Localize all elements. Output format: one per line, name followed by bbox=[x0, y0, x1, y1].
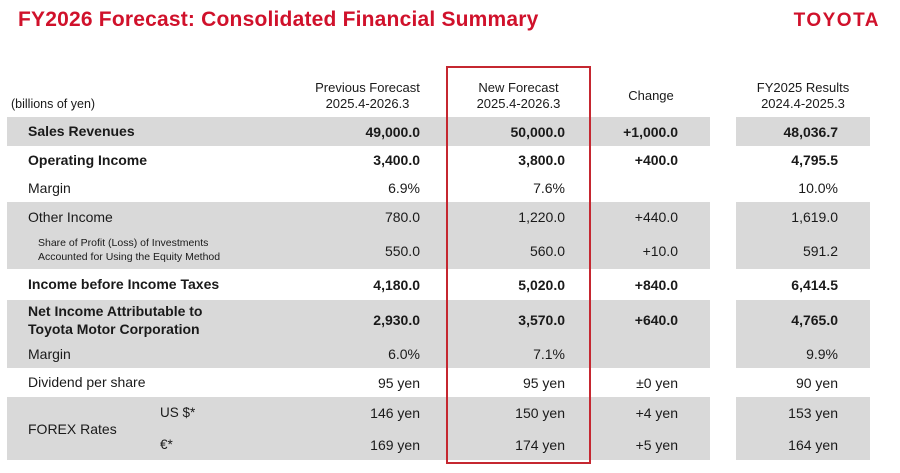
cell-new: 7.1% bbox=[445, 340, 592, 368]
table-row: US $* 146 yen 150 yen +4 yen 153 yen bbox=[7, 397, 870, 429]
table-row: Dividend per share 95 yen 95 yen ±0 yen … bbox=[7, 368, 870, 397]
table-row: Net Income Attributable to Toyota Motor … bbox=[7, 300, 870, 340]
column-gap bbox=[710, 397, 736, 429]
cell-change: +400.0 bbox=[634, 152, 678, 168]
row-label: Operating Income bbox=[28, 151, 148, 168]
cell-new: 150 yen bbox=[445, 397, 592, 429]
cell-previous: 3,400.0 bbox=[373, 152, 420, 168]
cell-change: +1,000.0 bbox=[592, 117, 710, 146]
table-row: Share of Profit (Loss) of Investments Ac… bbox=[7, 232, 870, 269]
cell-previous: 2,930.0 bbox=[290, 300, 445, 340]
cell-change: +4 yen bbox=[592, 397, 710, 429]
row-label: Share of Profit (Loss) of Investments Ac… bbox=[7, 232, 290, 269]
cell-previous: 169 yen bbox=[290, 429, 445, 460]
cell-change: +5 yen bbox=[592, 429, 710, 460]
financial-summary-table: (billions of yen) Previous Forecast 2025… bbox=[7, 75, 870, 460]
cell-fy2025: 4,795.5 bbox=[791, 152, 838, 168]
cell-change: +840.0 bbox=[634, 276, 678, 293]
cell-previous: 49,000.0 bbox=[290, 117, 445, 146]
forex-rates-group: FOREX Rates US $* 146 yen 150 yen +4 yen… bbox=[7, 397, 870, 460]
table-row: Operating Income 3,400.0 3,800.0 +400.0 … bbox=[7, 146, 870, 174]
column-gap bbox=[710, 174, 736, 202]
col-header-change: Change bbox=[592, 75, 710, 117]
cell-fy2025: 9.9% bbox=[736, 340, 870, 368]
cell-fy2025: 10.0% bbox=[798, 180, 838, 196]
cell-new: 174 yen bbox=[445, 429, 592, 460]
table-header-row: (billions of yen) Previous Forecast 2025… bbox=[7, 75, 870, 117]
forex-rates-label: FOREX Rates bbox=[28, 420, 117, 437]
cell-new: 3,800.0 bbox=[518, 152, 565, 168]
table-row: Sales Revenues 49,000.0 50,000.0 +1,000.… bbox=[7, 117, 870, 146]
cell-change: ±0 yen bbox=[636, 374, 678, 391]
column-gap bbox=[710, 269, 736, 300]
cell-change: +10.0 bbox=[592, 232, 710, 269]
column-gap bbox=[710, 429, 736, 460]
page-title: FY2026 Forecast: Consolidated Financial … bbox=[18, 8, 539, 31]
column-gap bbox=[710, 202, 736, 232]
cell-fy2025: 90 yen bbox=[795, 374, 838, 391]
cell-new: 560.0 bbox=[445, 232, 592, 269]
table-row: Margin 6.9% 7.6% 10.0% bbox=[7, 174, 870, 202]
column-gap bbox=[710, 117, 736, 146]
cell-fy2025: 6,414.5 bbox=[791, 276, 838, 293]
cell-fy2025: 1,619.0 bbox=[736, 202, 870, 232]
col-header-new-forecast: New Forecast 2025.4-2026.3 bbox=[445, 75, 592, 117]
column-gap bbox=[710, 368, 736, 397]
cell-previous: 4,180.0 bbox=[373, 276, 420, 293]
row-label: Margin bbox=[28, 179, 71, 196]
cell-change bbox=[592, 174, 710, 202]
table-row: €* 169 yen 174 yen +5 yen 164 yen bbox=[7, 429, 870, 460]
cell-change: +640.0 bbox=[592, 300, 710, 340]
cell-change: +440.0 bbox=[592, 202, 710, 232]
row-label-usd: US $* bbox=[7, 397, 290, 429]
row-label-euro: €* bbox=[7, 429, 290, 460]
column-gap bbox=[710, 75, 736, 117]
cell-new: 50,000.0 bbox=[445, 117, 592, 146]
cell-new: 1,220.0 bbox=[445, 202, 592, 232]
cell-fy2025: 48,036.7 bbox=[736, 117, 870, 146]
row-label: Net Income Attributable to Toyota Motor … bbox=[7, 300, 290, 340]
toyota-logo: TOYOTA bbox=[793, 10, 880, 31]
cell-fy2025: 591.2 bbox=[736, 232, 870, 269]
cell-previous: 146 yen bbox=[290, 397, 445, 429]
cell-new: 7.6% bbox=[533, 180, 565, 196]
cell-previous: 95 yen bbox=[377, 374, 420, 391]
unit-note: (billions of yen) bbox=[7, 75, 290, 117]
cell-previous: 550.0 bbox=[290, 232, 445, 269]
cell-change bbox=[592, 340, 710, 368]
row-label: Dividend per share bbox=[28, 374, 146, 391]
column-gap bbox=[710, 232, 736, 269]
column-gap bbox=[710, 340, 736, 368]
col-header-fy2025-results: FY2025 Results 2024.4-2025.3 bbox=[736, 75, 870, 117]
cell-previous: 780.0 bbox=[290, 202, 445, 232]
table-row: Income before Income Taxes 4,180.0 5,020… bbox=[7, 269, 870, 300]
row-label: Income before Income Taxes bbox=[28, 276, 220, 293]
cell-new: 5,020.0 bbox=[518, 276, 565, 293]
col-header-previous-forecast: Previous Forecast 2025.4-2026.3 bbox=[290, 75, 445, 117]
table-row: Margin 6.0% 7.1% 9.9% bbox=[7, 340, 870, 368]
cell-fy2025: 4,765.0 bbox=[736, 300, 870, 340]
column-gap bbox=[710, 146, 736, 174]
row-label: Margin bbox=[7, 340, 290, 368]
cell-new: 95 yen bbox=[522, 374, 565, 391]
cell-previous: 6.9% bbox=[388, 180, 420, 196]
cell-new: 3,570.0 bbox=[445, 300, 592, 340]
row-label: Sales Revenues bbox=[7, 117, 290, 146]
table-row: Other Income 780.0 1,220.0 +440.0 1,619.… bbox=[7, 202, 870, 232]
cell-previous: 6.0% bbox=[290, 340, 445, 368]
column-gap bbox=[710, 300, 736, 340]
cell-fy2025: 153 yen bbox=[736, 397, 870, 429]
row-label: Other Income bbox=[7, 202, 290, 232]
cell-fy2025: 164 yen bbox=[736, 429, 870, 460]
